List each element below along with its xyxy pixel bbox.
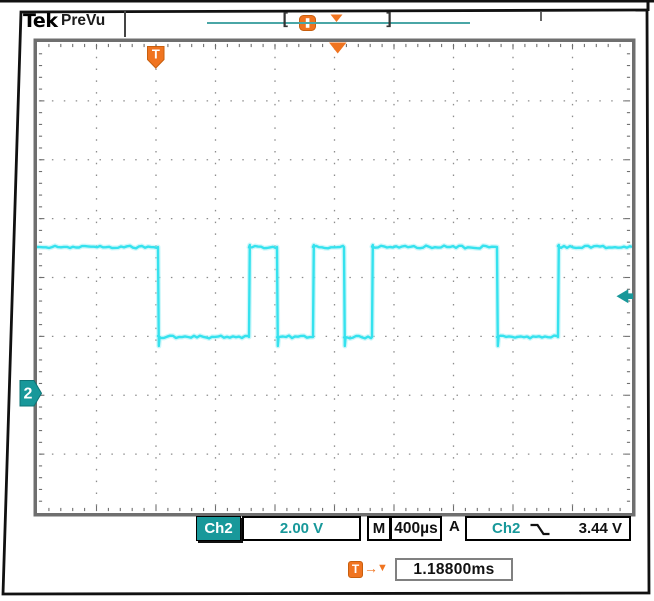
delay-readout: 1.18800ms	[395, 558, 513, 581]
header-divider	[124, 11, 126, 37]
trigger-position-triangle-icon[interactable]	[329, 42, 347, 54]
channel2-badge: Ch2	[196, 516, 241, 541]
timebase-m-label: M	[367, 516, 391, 541]
waveform-trace	[37, 242, 632, 349]
delay-trigger-icon: T	[348, 561, 363, 578]
acquisition-status: PreVu	[61, 12, 106, 29]
channel2-reference-flag[interactable]: 2	[19, 380, 43, 407]
header-tick	[540, 12, 542, 21]
arrow-right-icon: →	[364, 560, 378, 576]
channel-flag-label: 2	[24, 386, 33, 403]
trigger-position-mini-triangle-icon	[330, 14, 343, 22]
vertical-scale-readout: 2.00 V	[242, 516, 361, 541]
screen-frame	[1, 8, 651, 596]
trigger-level-arrow[interactable]	[616, 289, 634, 304]
brand-logo: Tek	[23, 10, 58, 32]
falling-slope-icon	[530, 523, 550, 536]
trigger-level-readout: 3.44 V	[578, 520, 622, 537]
waveform-core	[37, 243, 632, 348]
trigger-source-label: Ch2	[492, 520, 521, 537]
acq-bracket-right: ]	[384, 10, 395, 30]
waveform-glow	[37, 242, 632, 349]
trigger-mode-a-label: A	[449, 518, 460, 535]
acq-preview-line	[207, 22, 470, 24]
delay-cursor-icon: ▼	[377, 562, 388, 574]
timebase-readout: 400µs	[390, 516, 442, 541]
acq-bracket-left: [	[280, 10, 291, 30]
trigger-flag-label: T	[152, 47, 160, 62]
graticule-grid	[33, 38, 636, 517]
trigger-position-flag[interactable]: T	[147, 46, 165, 69]
trigger-readout-box: Ch2 3.44 V	[465, 516, 631, 541]
